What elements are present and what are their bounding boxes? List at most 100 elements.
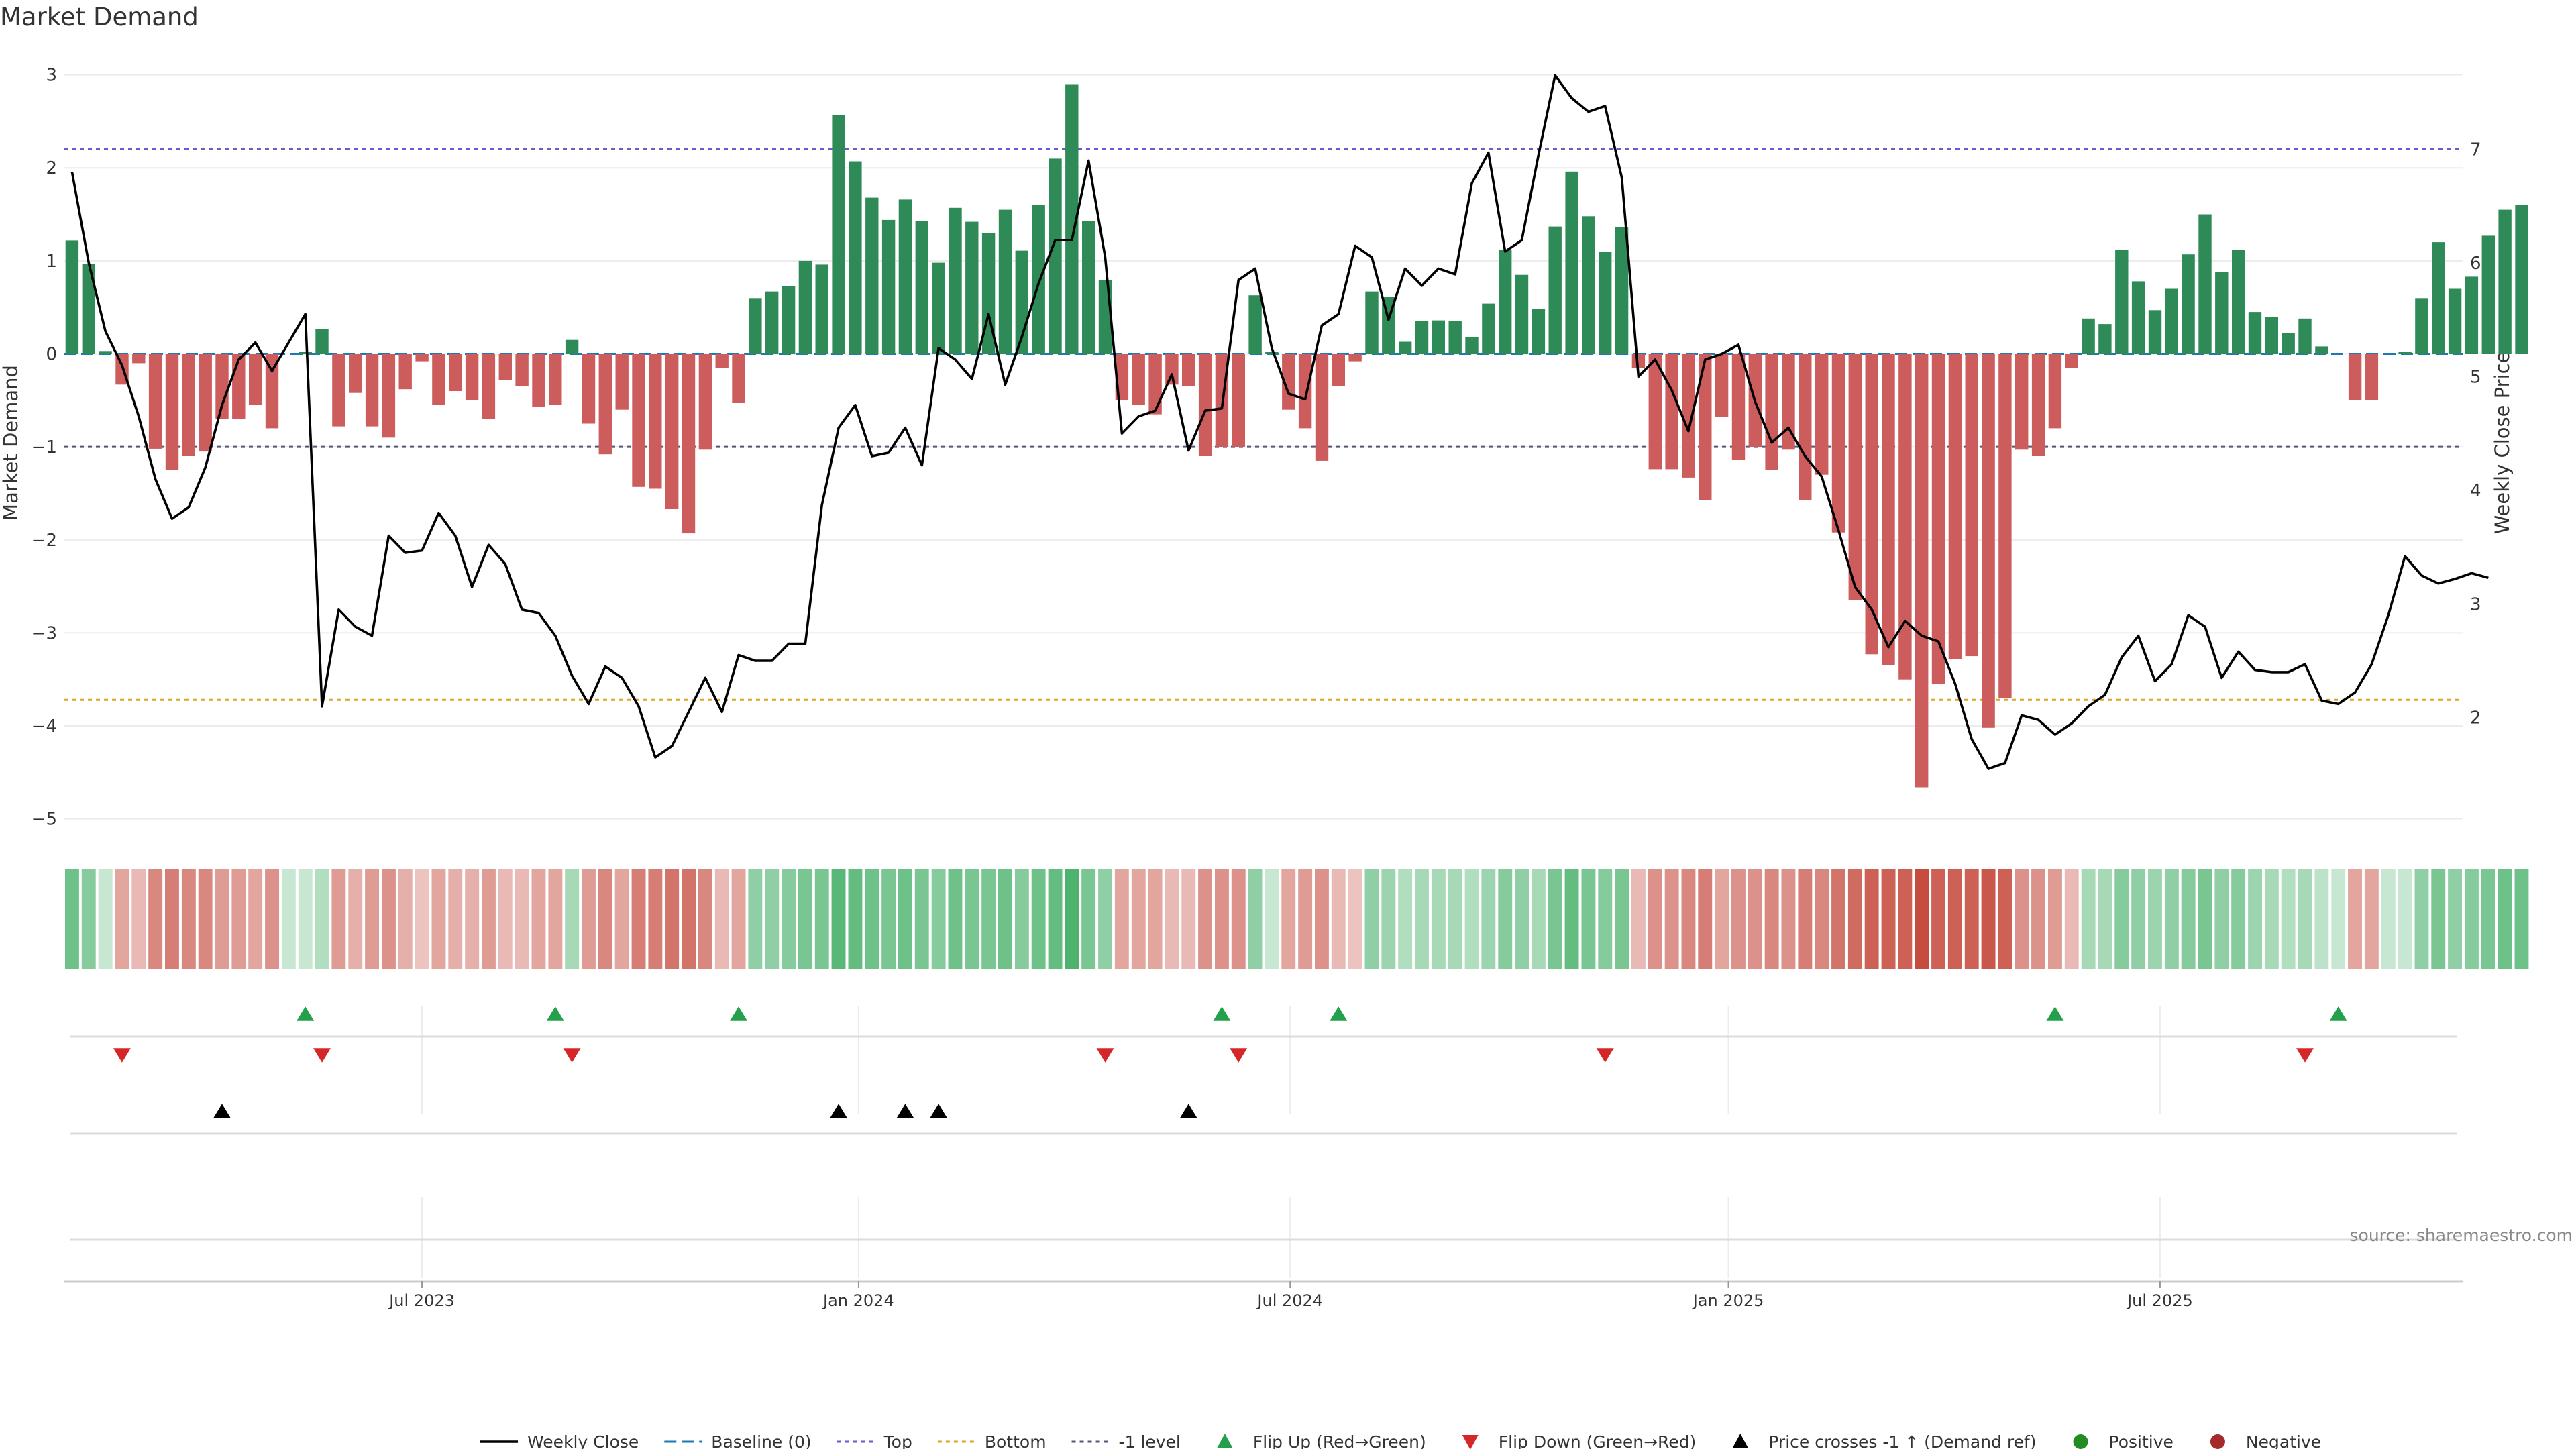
intensity-cell bbox=[565, 869, 580, 969]
demand-bar bbox=[199, 354, 212, 452]
intensity-cell bbox=[1431, 869, 1446, 969]
flip-down-marker bbox=[1096, 1048, 1114, 1063]
demand-bar bbox=[615, 354, 629, 410]
demand-intensity-strip bbox=[65, 869, 2529, 969]
demand-bar bbox=[1982, 354, 1995, 728]
demand-bar bbox=[315, 329, 329, 354]
intensity-cell bbox=[65, 869, 79, 969]
demand-bar bbox=[349, 354, 362, 393]
intensity-cell bbox=[1381, 869, 1396, 969]
x-tick-label: Jan 2024 bbox=[822, 1291, 894, 1310]
demand-bar bbox=[1898, 354, 1912, 680]
intensity-cell bbox=[998, 869, 1012, 969]
demand-bar bbox=[749, 298, 762, 354]
intensity-cell bbox=[482, 869, 496, 969]
intensity-cell bbox=[831, 869, 846, 969]
demand-bar bbox=[2182, 254, 2195, 354]
demand-bar bbox=[2481, 235, 2495, 354]
demand-bar bbox=[632, 354, 645, 487]
flip-up-marker bbox=[2329, 1006, 2347, 1021]
intensity-cell bbox=[2364, 869, 2379, 969]
demand-bar bbox=[265, 354, 279, 429]
demand-bar bbox=[1448, 321, 1462, 354]
demand-bar bbox=[915, 221, 928, 354]
legend-label: Price crosses -1 ↑ (Demand ref) bbox=[1768, 1432, 2036, 1449]
demand-bar bbox=[1965, 354, 1978, 657]
demand-bar bbox=[1432, 320, 1445, 354]
flip-up-marker bbox=[730, 1006, 748, 1021]
intensity-cell bbox=[365, 869, 379, 969]
source-note: source: sharemaestro.com bbox=[2350, 1226, 2573, 1245]
intensity-cell bbox=[398, 869, 413, 969]
demand-bar bbox=[1315, 354, 1329, 461]
demand-bar bbox=[398, 354, 412, 390]
intensity-cell bbox=[1548, 869, 1562, 969]
intensity-cell bbox=[2248, 869, 2262, 969]
demand-bar bbox=[2332, 354, 2345, 355]
intensity-cell bbox=[1531, 869, 1546, 969]
y2-tick-label: 2 bbox=[2470, 708, 2481, 729]
demand-bar bbox=[232, 354, 246, 419]
intensity-cell bbox=[1131, 869, 1146, 969]
intensity-cell bbox=[1198, 869, 1212, 969]
demand-bar bbox=[565, 339, 579, 354]
demand-bar bbox=[299, 352, 312, 354]
demand-bar bbox=[1599, 252, 1612, 354]
demand-bar bbox=[1465, 337, 1479, 354]
legend-label: Flip Down (Green→Red) bbox=[1499, 1432, 1697, 1449]
intensity-cell bbox=[415, 869, 429, 969]
price-cross-marker bbox=[930, 1104, 948, 1118]
intensity-cell bbox=[2431, 869, 2446, 969]
intensity-cell bbox=[1715, 869, 1729, 969]
intensity-cell bbox=[931, 869, 946, 969]
demand-bar bbox=[1882, 354, 1895, 665]
intensity-cell bbox=[2198, 869, 2212, 969]
demand-bar bbox=[99, 351, 112, 354]
y-tick-label: −3 bbox=[32, 623, 57, 643]
demand-bar bbox=[1765, 354, 1778, 470]
demand-bar bbox=[415, 354, 429, 362]
y-tick-label: 1 bbox=[46, 252, 57, 272]
intensity-cell bbox=[698, 869, 712, 969]
demand-bar bbox=[1298, 354, 1312, 429]
legend-label: Weekly Close bbox=[527, 1432, 639, 1449]
price-cross-marker bbox=[213, 1104, 231, 1118]
demand-bar bbox=[598, 354, 612, 455]
intensity-cell bbox=[1165, 869, 1179, 969]
demand-bar bbox=[1565, 171, 1578, 354]
legend-label: Top bbox=[883, 1432, 912, 1449]
intensity-cell bbox=[2114, 869, 2129, 969]
intensity-cell bbox=[914, 869, 929, 969]
demand-bar bbox=[815, 264, 828, 354]
intensity-cell bbox=[215, 869, 229, 969]
demand-bar bbox=[1948, 354, 1962, 659]
intensity-cell bbox=[2398, 869, 2412, 969]
demand-bar bbox=[932, 262, 945, 354]
intensity-cell bbox=[1398, 869, 1413, 969]
intensity-cell bbox=[2281, 869, 2296, 969]
demand-bar bbox=[432, 354, 445, 405]
intensity-cell bbox=[265, 869, 279, 969]
intensity-cell bbox=[2498, 869, 2512, 969]
demand-bar bbox=[2115, 250, 2129, 354]
intensity-cell bbox=[2314, 869, 2329, 969]
flip-down-marker bbox=[1230, 1048, 1248, 1063]
demand-bar bbox=[1532, 309, 1546, 354]
x-axis-ticks: Jul 2023 Jan 2024 Jul 2024 Jan 2025 Jul 2025 bbox=[388, 1281, 2193, 1310]
demand-bar bbox=[2232, 250, 2245, 354]
y-tick-label: −2 bbox=[32, 531, 57, 551]
intensity-cell bbox=[98, 869, 113, 969]
x-tick-label: Jul 2023 bbox=[388, 1291, 455, 1310]
demand-bar bbox=[998, 209, 1012, 354]
legend-label: Positive bbox=[2109, 1432, 2174, 1449]
y2-tick-label: 4 bbox=[2470, 481, 2481, 501]
intensity-cell bbox=[2164, 869, 2179, 969]
demand-bar bbox=[2498, 209, 2512, 354]
demand-bar bbox=[1198, 354, 1212, 456]
intensity-cell bbox=[1564, 869, 1579, 969]
demand-bar bbox=[965, 221, 979, 354]
demand-bar bbox=[2398, 352, 2412, 354]
flip-down-marker bbox=[1596, 1048, 1614, 1063]
demand-bar bbox=[1815, 354, 1829, 475]
flip-down-marker bbox=[2296, 1048, 2314, 1063]
